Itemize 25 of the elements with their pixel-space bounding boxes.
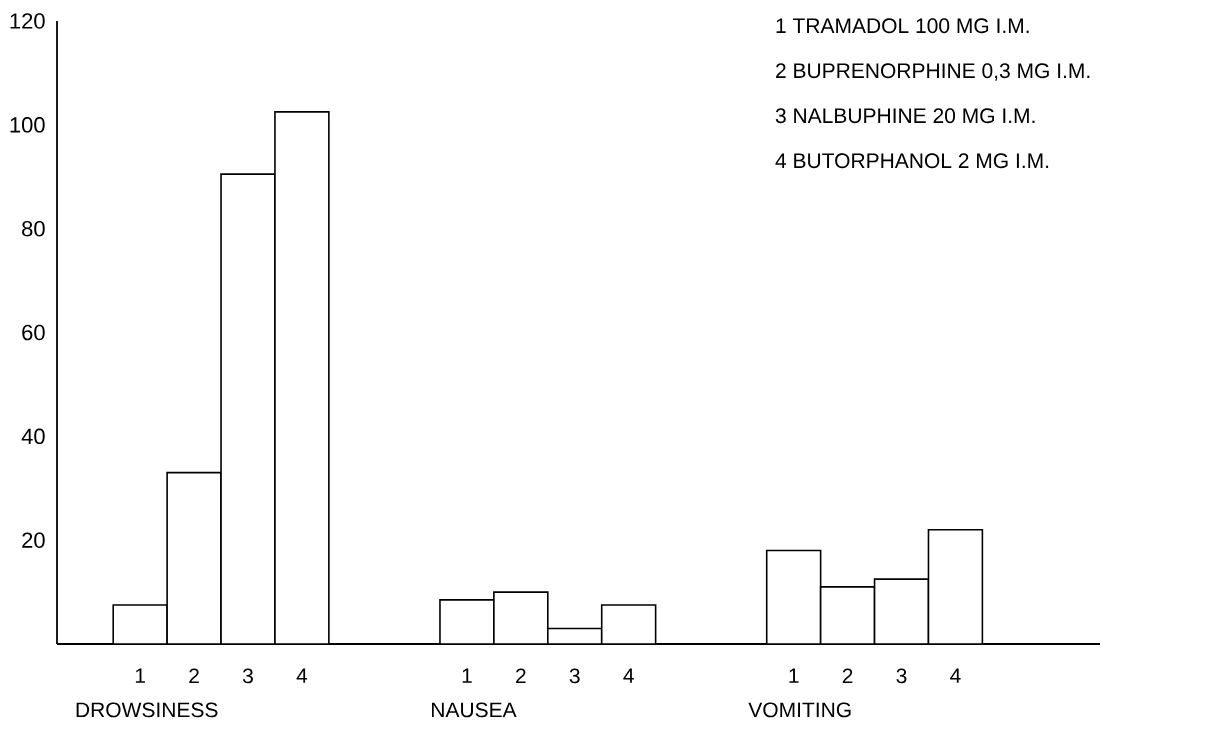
y-tick-label: 100 [10, 117, 45, 133]
text: 3 [896, 668, 907, 684]
text: 1 [462, 668, 472, 683]
x-tick-label: VOMITING [748, 702, 851, 718]
series-label: 4 [296, 668, 308, 683]
y-tick-label: 80 [22, 220, 45, 237]
x-tick-label: NAUSEA [432, 702, 517, 718]
text: 4 [623, 668, 634, 683]
text: 2 [842, 668, 853, 684]
annotation: 3 NALBUPHINE 20 MG I.M. [775, 108, 1035, 124]
y-tick-label: 60 [22, 324, 45, 341]
series-label: 3 [242, 668, 253, 684]
text: 1 [789, 668, 799, 683]
y-tick-label: 20 [22, 532, 45, 548]
annotation: 2 BUPRENORPHINE 0,3 MG I.M. [776, 63, 1090, 81]
annotation: 4 BUTORPHANOL 2 MG I.M. [775, 153, 1049, 169]
annotation: 1 TRAMADOL 100 MG I.M. [776, 18, 1029, 34]
y-tick-label: 120 [10, 13, 45, 29]
x-tick-label: DROWSINESS [76, 702, 218, 718]
y-tick-label: 40 [21, 428, 45, 445]
series-label: 2 [189, 668, 199, 684]
text: 2 [516, 668, 526, 684]
text: 4 [950, 668, 961, 683]
text: 3 [569, 668, 580, 684]
series-label: 1 [135, 668, 145, 683]
